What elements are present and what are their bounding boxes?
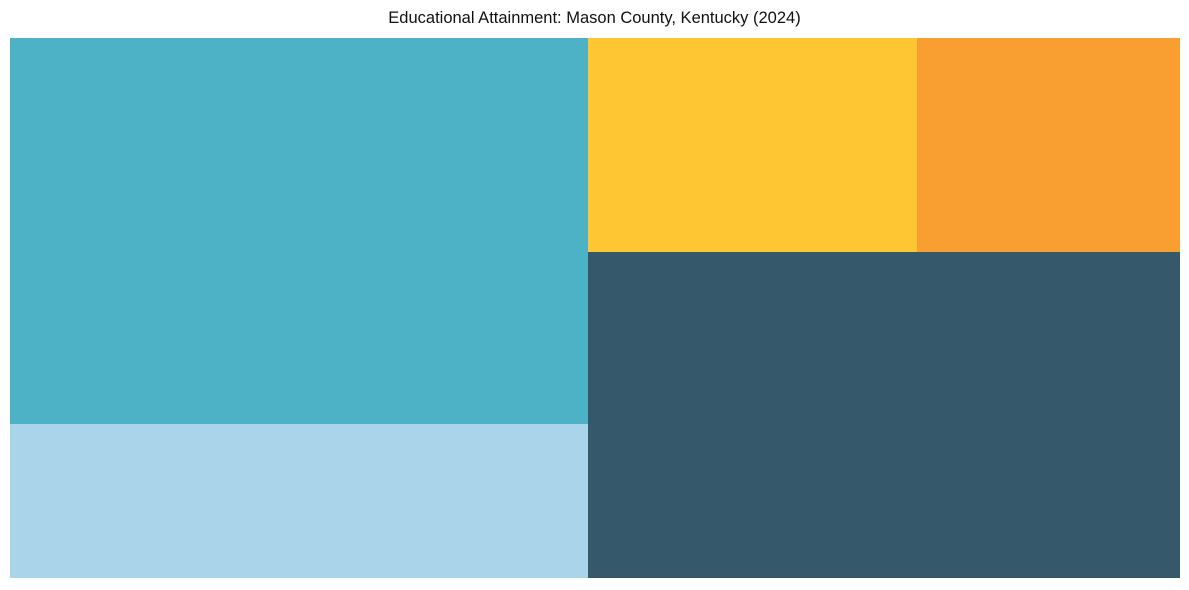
segment-lightblue (10, 424, 588, 578)
segment-yellow (587, 38, 917, 252)
segment-darkslate (587, 251, 1180, 578)
treemap-plot-area (10, 38, 1180, 578)
chart-title: Educational Attainment: Mason County, Ke… (388, 9, 801, 27)
segment-teal (10, 38, 588, 425)
segment-orange (916, 38, 1180, 252)
